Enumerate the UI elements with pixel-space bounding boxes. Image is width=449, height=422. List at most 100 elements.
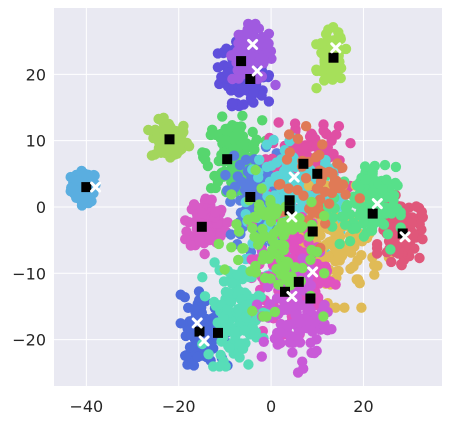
- data-point: [248, 88, 259, 99]
- data-point: [283, 129, 295, 140]
- y-tick-label: 20: [26, 65, 46, 84]
- data-point: [263, 38, 274, 49]
- data-point: [358, 217, 369, 228]
- data-point: [79, 168, 90, 179]
- data-point: [267, 244, 278, 256]
- data-point: [224, 342, 235, 353]
- data-point: [326, 236, 337, 247]
- square-marker: [367, 208, 378, 219]
- data-point: [252, 239, 264, 250]
- data-point: [393, 248, 404, 259]
- data-point: [249, 144, 260, 155]
- data-point: [253, 204, 265, 215]
- data-point: [208, 296, 220, 308]
- data-point: [241, 312, 252, 323]
- data-point: [264, 299, 276, 310]
- data-point: [220, 169, 231, 181]
- y-tick-label: −10: [12, 264, 46, 283]
- data-point: [214, 361, 225, 372]
- data-point: [277, 303, 288, 314]
- data-point: [340, 202, 352, 213]
- data-point: [272, 327, 283, 339]
- data-point: [292, 184, 303, 196]
- data-point: [227, 73, 238, 85]
- data-point: [311, 334, 322, 345]
- data-point: [203, 349, 214, 360]
- data-point: [210, 206, 221, 218]
- square-marker: [81, 182, 92, 193]
- data-point: [217, 111, 228, 122]
- data-point: [220, 135, 232, 146]
- data-point: [225, 229, 236, 240]
- data-point: [345, 263, 356, 274]
- data-point: [324, 198, 335, 209]
- data-point: [300, 121, 312, 132]
- data-point: [327, 212, 339, 223]
- data-point: [199, 291, 211, 302]
- data-point: [267, 235, 278, 246]
- square-marker: [194, 326, 205, 337]
- data-point: [321, 128, 332, 140]
- data-point: [234, 159, 246, 171]
- data-point: [143, 124, 154, 136]
- data-point: [216, 336, 227, 347]
- data-point: [237, 110, 248, 122]
- square-marker: [164, 134, 175, 145]
- data-point: [297, 253, 308, 264]
- x-tick-label: −20: [162, 397, 196, 416]
- x-tick-label: 20: [353, 397, 373, 416]
- data-point: [247, 126, 258, 138]
- data-point: [366, 225, 378, 236]
- data-point: [271, 263, 282, 275]
- data-point: [316, 38, 327, 49]
- data-point: [254, 154, 265, 165]
- data-point: [180, 234, 191, 245]
- data-point: [307, 326, 318, 337]
- data-point: [262, 281, 274, 293]
- data-point: [239, 325, 251, 336]
- data-point: [305, 280, 317, 291]
- data-point: [184, 342, 196, 353]
- data-point: [306, 244, 317, 256]
- data-point: [281, 319, 293, 331]
- data-point: [229, 132, 240, 143]
- data-point: [232, 46, 243, 57]
- data-point: [359, 161, 371, 172]
- data-point: [388, 190, 400, 201]
- x-marker: [371, 198, 383, 210]
- data-point: [314, 149, 325, 161]
- x-marker: [251, 65, 263, 77]
- data-point: [270, 79, 281, 91]
- data-point: [236, 83, 247, 94]
- data-point: [275, 337, 286, 349]
- data-point: [340, 189, 351, 200]
- data-point: [305, 304, 316, 316]
- x-marker: [399, 231, 411, 243]
- data-point: [188, 360, 200, 371]
- data-point: [204, 230, 215, 241]
- data-point: [256, 90, 267, 101]
- data-point: [340, 210, 351, 221]
- square-marker: [245, 74, 256, 84]
- data-point: [271, 157, 282, 168]
- data-point: [396, 260, 407, 271]
- data-point: [188, 199, 200, 210]
- data-point: [294, 316, 305, 328]
- data-point: [175, 289, 186, 300]
- data-point: [345, 138, 356, 149]
- data-point: [385, 244, 396, 255]
- data-point: [212, 317, 223, 328]
- data-point: [416, 206, 427, 218]
- data-point: [247, 222, 258, 234]
- x-marker: [198, 335, 210, 347]
- data-point: [226, 278, 237, 289]
- data-point: [255, 52, 267, 63]
- data-point: [261, 161, 273, 173]
- data-point: [233, 254, 244, 266]
- data-point: [352, 255, 363, 266]
- data-point: [320, 158, 331, 169]
- data-point: [192, 351, 203, 363]
- data-point: [307, 130, 318, 141]
- data-point: [372, 260, 383, 271]
- data-point: [377, 184, 388, 195]
